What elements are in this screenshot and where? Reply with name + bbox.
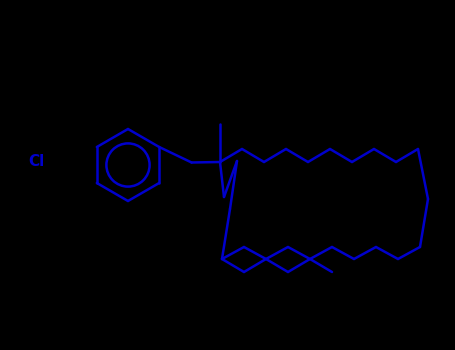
Text: Cl: Cl [28, 154, 44, 169]
